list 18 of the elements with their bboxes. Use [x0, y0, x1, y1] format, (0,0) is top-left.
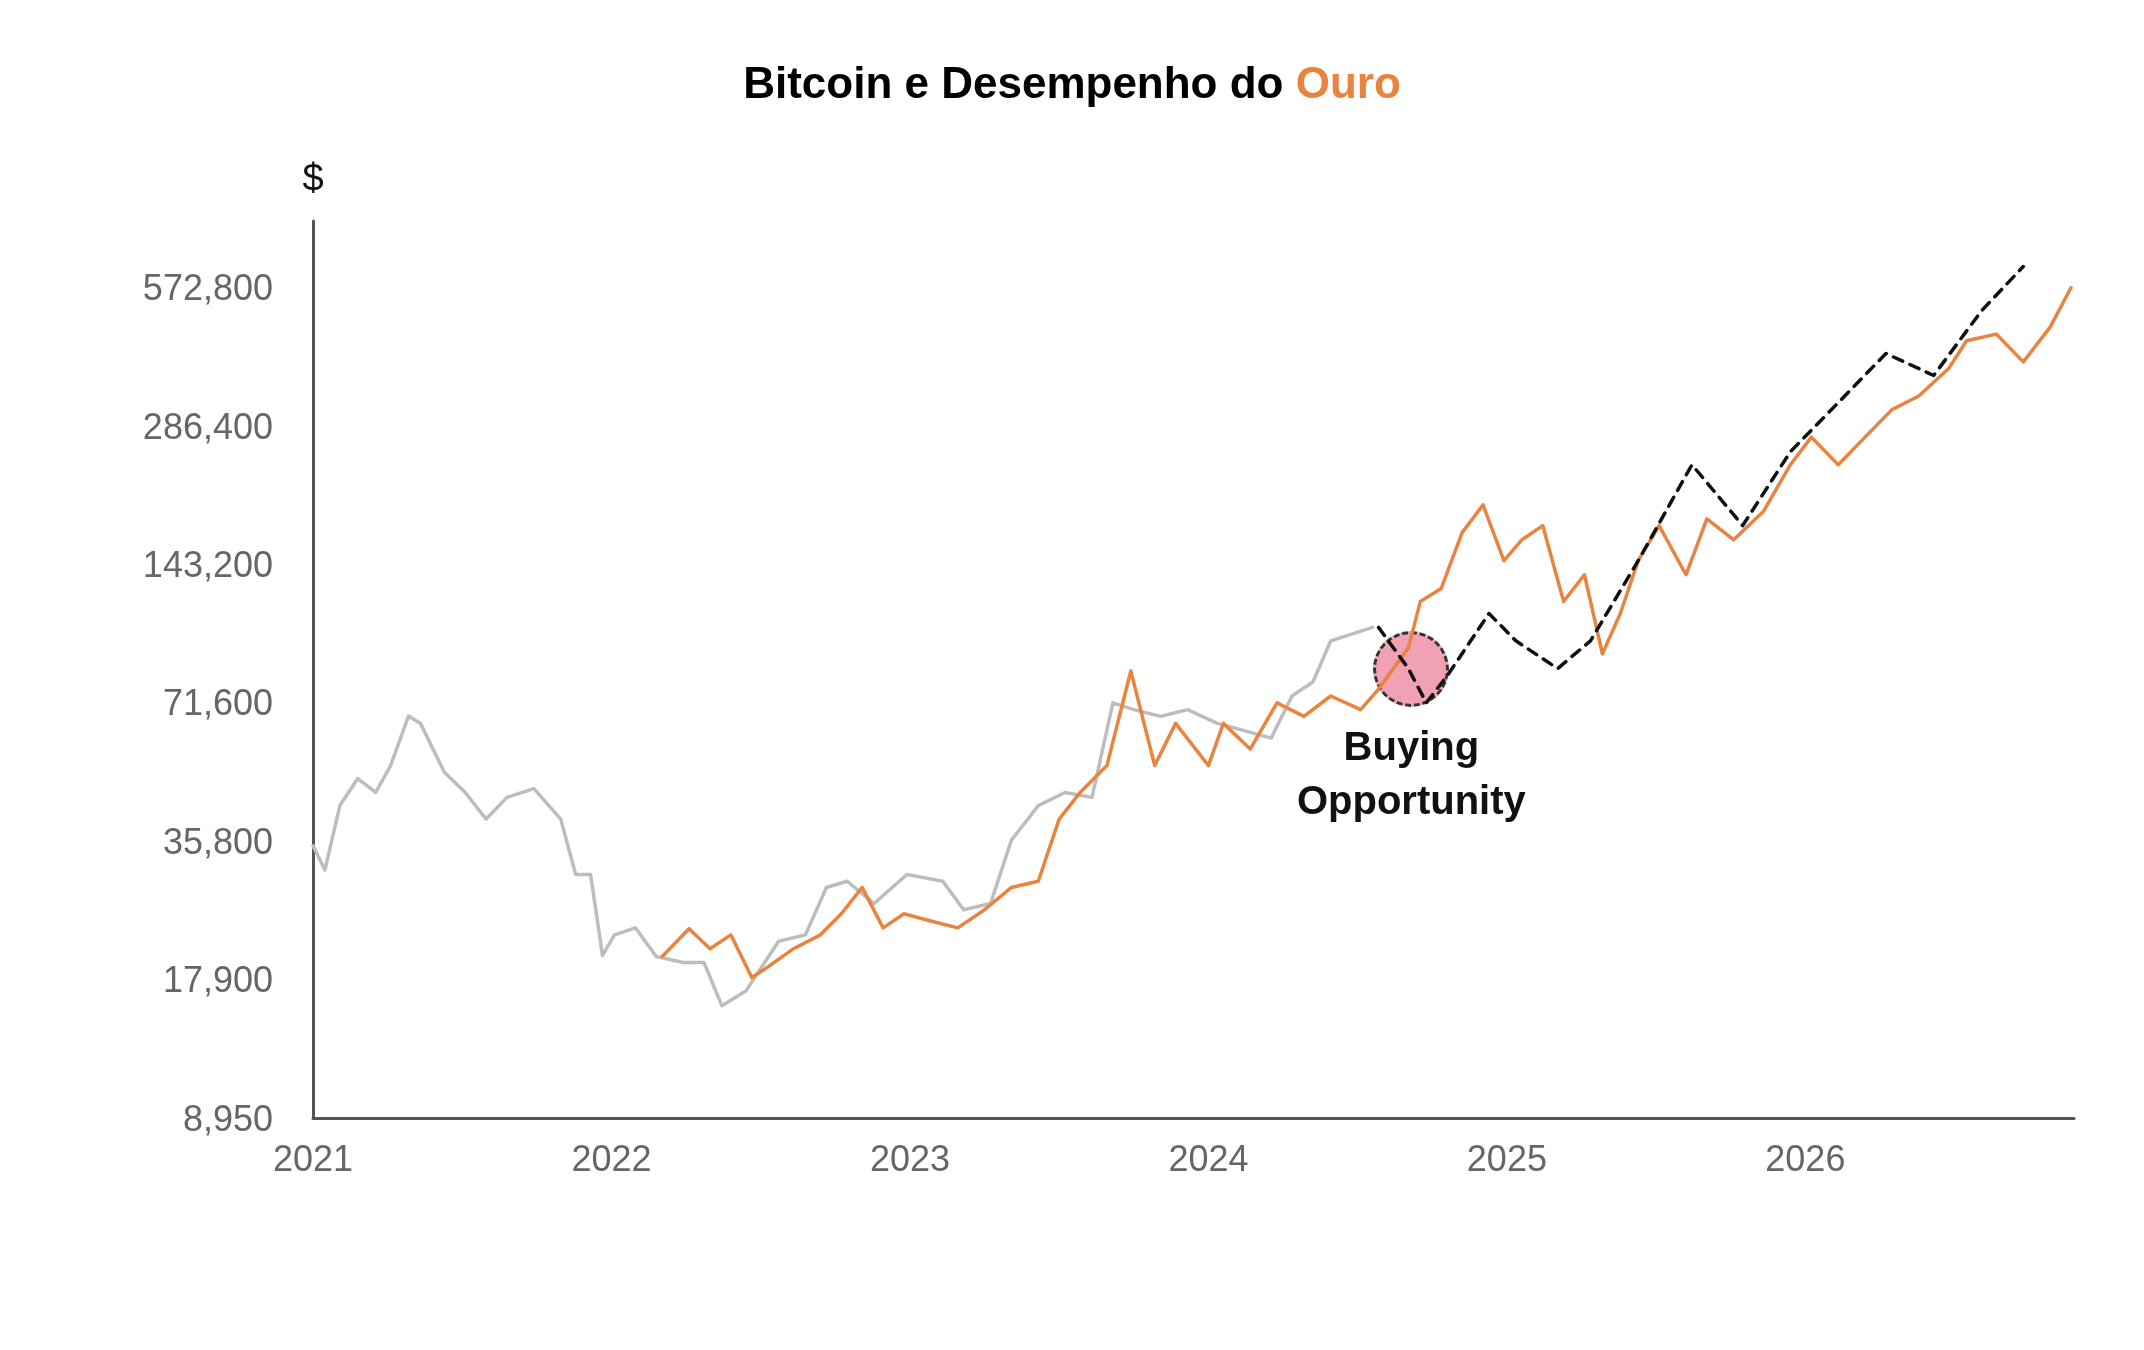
- y-tick-label: 71,600: [162, 682, 273, 724]
- y-tick-label: 572,800: [142, 267, 273, 309]
- x-tick-label: 2026: [1765, 1137, 1846, 1179]
- x-tick-label: 2021: [272, 1137, 354, 1179]
- y-tick-label: 143,200: [142, 543, 273, 585]
- x-tick-label: 2025: [1466, 1137, 1547, 1179]
- annotation: Buying Opportunity: [1295, 722, 1527, 824]
- y-tick-label: 35,800: [162, 820, 273, 862]
- y-tick-label: 286,400: [142, 405, 273, 447]
- y-axis-title: $: [302, 157, 324, 199]
- chart-title: Bitcoin e Desempenho do Ouro: [742, 58, 1402, 108]
- y-tick-label: 8,950: [182, 1097, 273, 1139]
- line-series: [660, 285, 2073, 980]
- x-tick-label: 2024: [1168, 1137, 1249, 1179]
- line-series: [1376, 264, 2026, 705]
- y-tick-label: 17,900: [162, 959, 273, 1001]
- x-tick-label: 2022: [571, 1137, 652, 1179]
- x-tick-label: 2023: [869, 1137, 950, 1179]
